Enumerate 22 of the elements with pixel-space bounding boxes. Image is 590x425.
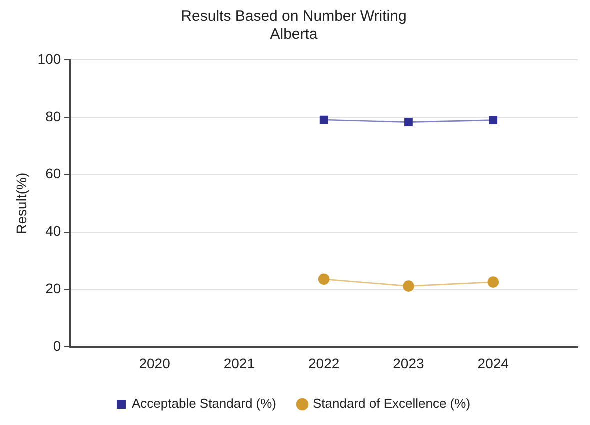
point [403,280,414,292]
y-tick-label: 40 [46,223,62,240]
x-tick-label: 2024 [478,355,510,372]
point [489,116,498,124]
y-tick-label: 80 [46,108,62,124]
x-tick-label: 2021 [224,355,256,372]
point [404,118,413,127]
y-tick-label: 60 [46,166,62,182]
x-tick-label: 2023 [393,355,424,372]
chart-subtitle: Alberta [270,26,318,44]
x-tick-label: 2022 [308,355,340,372]
y-axis-title: Result(%) [13,172,30,234]
x-tick-label: 2020 [139,355,171,372]
legend-label: Standard of Excellence (%) [313,396,471,412]
point [318,274,330,286]
point [320,116,328,124]
y-tick-label: 0 [53,338,62,354]
y-tick-label: 20 [46,280,62,297]
y-tick-label: 100 [38,50,62,67]
legend-label: Acceptable Standard (%) [132,396,277,412]
chart-title: Results Based on Number Writing [181,8,407,26]
point [488,276,500,288]
